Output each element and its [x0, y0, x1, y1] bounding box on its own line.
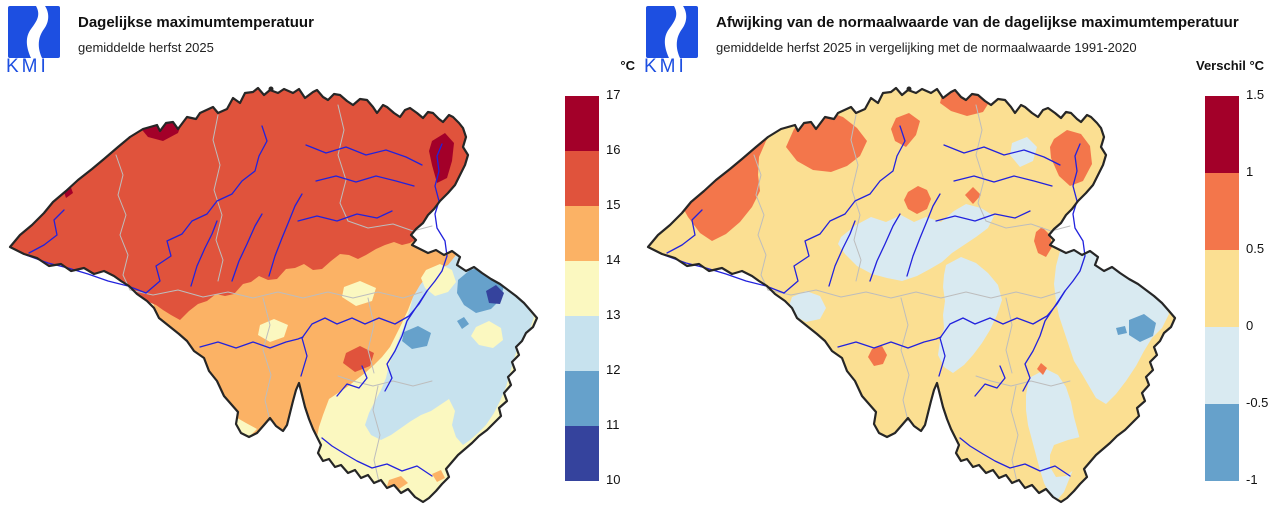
- legend-title: °C: [620, 58, 635, 73]
- region-13-14-malmedy: [471, 321, 503, 348]
- legend-color-segment: [1205, 327, 1239, 404]
- region-13-14-spot-west: [258, 319, 288, 342]
- legend-tick-label: 1: [1246, 164, 1254, 179]
- kmi-logo: [8, 6, 60, 58]
- temperature-regions: [10, 88, 537, 502]
- legend-color-segment: [565, 426, 599, 481]
- region-11-12-small: [457, 317, 469, 329]
- legend-tick-label: 17: [606, 87, 621, 102]
- region-m1-m05-east: [1129, 314, 1156, 342]
- region-10-11-hautes-fagnes: [486, 285, 504, 304]
- legend-color-segment: [1205, 404, 1239, 481]
- region-05-1-waasland: [891, 113, 920, 147]
- legend-tick-label: 14: [606, 252, 621, 267]
- legend-color-segment: [565, 96, 599, 151]
- kmi-logo-text: KMI: [6, 56, 49, 77]
- temperature-map-belgium: [8, 86, 539, 504]
- anomaly-legend: Verschil °C 1.5 1 0.5 0 -0.5 -1: [1196, 58, 1280, 487]
- region-05-1-hainaut-sw: [868, 346, 887, 366]
- region-0-05-gaume-pocket: [1050, 437, 1088, 477]
- region-14-15-south-spot2: [432, 470, 445, 482]
- legend-tick-label: 10: [606, 472, 621, 487]
- region-15-16-dinant-spot: [343, 346, 374, 372]
- region-m1-m05-small: [1116, 326, 1127, 335]
- legend-tick-label: 11: [606, 417, 620, 432]
- region-m05-0-hasselt: [1010, 137, 1037, 167]
- legend-color-segment: [1205, 96, 1239, 173]
- temperature-legend: °C 17 16 15 14 13 12 11 10: [563, 58, 635, 487]
- region-m05-0-center-south: [938, 257, 1002, 373]
- legend-color-bar: [565, 96, 599, 481]
- legend-color-segment: [565, 151, 599, 206]
- kmi-logo-text: KMI: [644, 56, 687, 77]
- region-m05-0-tournai: [789, 291, 826, 322]
- legend-color-segment: [1205, 250, 1239, 327]
- left-map-subtitle: gemiddelde herfst 2025: [78, 40, 214, 55]
- legend-tick-label: 0: [1246, 318, 1254, 333]
- legend-color-segment: [565, 206, 599, 261]
- anomaly-map-belgium: [646, 86, 1177, 504]
- region-13-14-spot-center: [342, 281, 376, 306]
- region-05-1-center-spot: [904, 186, 931, 214]
- legend-tick-label: 0.5: [1246, 241, 1265, 256]
- legend-color-segment: [565, 316, 599, 371]
- kmi-logo: [646, 6, 698, 58]
- region-05-1-limburg-east: [1050, 130, 1092, 186]
- legend-tick-label: 1.5: [1246, 87, 1265, 102]
- legend-tick-label: 12: [606, 362, 621, 377]
- legend-tick-label: 13: [606, 307, 621, 322]
- region-05-1-ghent: [786, 111, 867, 172]
- anomaly-regions: [648, 88, 1175, 502]
- legend-color-segment: [565, 371, 599, 426]
- legend-title: Verschil °C: [1196, 58, 1265, 73]
- logo-wave-shape: [664, 6, 687, 58]
- region-05-1-diamond: [965, 187, 981, 204]
- right-map-title: Afwijking van de normaalwaarde van de da…: [716, 14, 1239, 31]
- region-11-12-center: [402, 326, 431, 349]
- region-16-17-limburg: [429, 133, 454, 183]
- legend-tick-label: 16: [606, 142, 621, 157]
- left-map-title: Dagelijkse maximumtemperatuur: [78, 14, 314, 31]
- baarle-enclave-dot: [268, 86, 274, 92]
- region-05-1-tiny: [1037, 363, 1047, 375]
- logo-wave-shape: [26, 6, 49, 58]
- region-05-1-teardrop: [1034, 227, 1052, 257]
- region-15-16-north: [10, 88, 468, 320]
- legend-color-bar: [1205, 96, 1239, 481]
- legend-tick-label: -0.5: [1246, 395, 1269, 410]
- region-14-15-band: [151, 222, 456, 437]
- right-map-subtitle: gemiddelde herfst 2025 in vergelijking m…: [716, 40, 1137, 55]
- legend-tick-label: -1: [1246, 472, 1258, 487]
- legend-tick-label: 15: [606, 197, 621, 212]
- baarle-enclave-dot: [906, 86, 912, 92]
- legend-color-segment: [1205, 173, 1239, 250]
- legend-color-segment: [565, 261, 599, 316]
